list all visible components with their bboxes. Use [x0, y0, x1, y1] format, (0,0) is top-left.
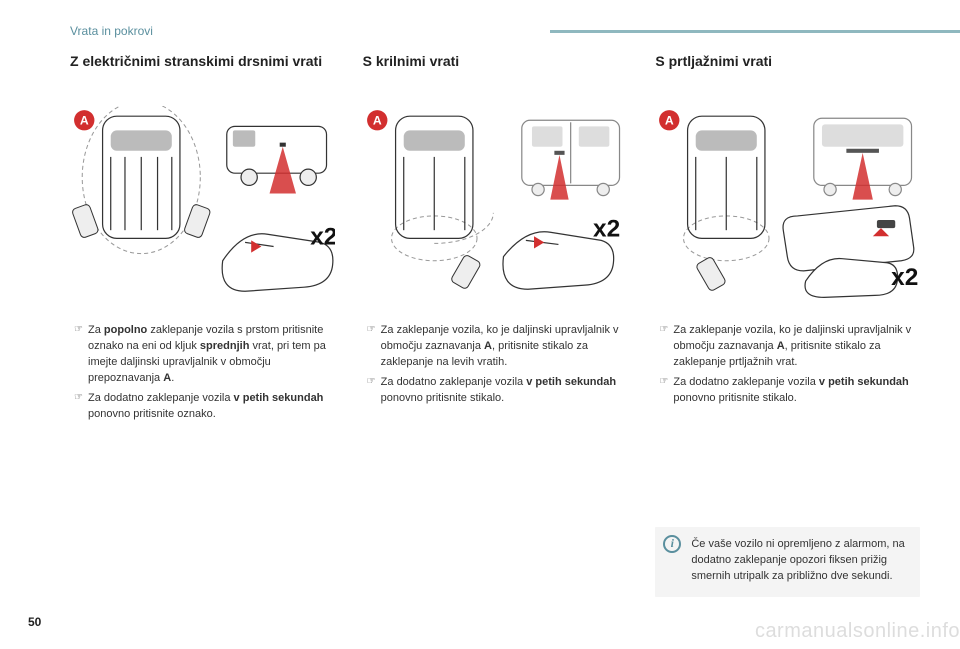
col-electric-sliding: Z električnimi stranskimi drsnimi vrati …	[70, 52, 335, 597]
bullet: Za zaklepanje vozila, ko je daljinski up…	[659, 323, 920, 371]
info-box: i Če vaše vozilo ni opremljeno z alarmom…	[655, 527, 920, 597]
col-title: S krilnimi vrati	[363, 52, 628, 90]
bullets: Za zaklepanje vozila, ko je daljinski up…	[659, 323, 920, 407]
col-tailgate: S prtljažnimi vrati A	[655, 52, 920, 597]
bullet: Za dodatno zaklepanje vozila v petih sek…	[74, 391, 335, 423]
manual-page: Vrata in pokrovi Z električnimi stranski…	[0, 0, 960, 649]
bullet: Za dodatno zaklepanje vozila v petih sek…	[659, 375, 920, 407]
svg-text:A: A	[373, 113, 382, 127]
page-number: 50	[28, 615, 41, 629]
bullet: Za dodatno zaklepanje vozila v petih sek…	[367, 375, 628, 407]
svg-text:x2: x2	[593, 215, 620, 242]
figure-hinged: A	[363, 106, 628, 299]
x2-label: x2	[310, 223, 334, 250]
col-hinged-doors: S krilnimi vrati A	[363, 52, 628, 597]
watermark: carmanualsonline.info	[755, 620, 960, 643]
svg-text:x2: x2	[892, 264, 919, 291]
accent-bar	[550, 30, 960, 33]
bullets: Za popolno zaklepanje vozila s prstom pr…	[74, 323, 335, 423]
svg-text:A: A	[80, 113, 89, 127]
columns: Z električnimi stranskimi drsnimi vrati …	[70, 52, 920, 597]
figure-electric-sliding: A	[70, 106, 335, 299]
bullets: Za zaklepanje vozila, ko je daljinski up…	[367, 323, 628, 407]
info-text: Če vaše vozilo ni opremljeno z alarmom, …	[691, 538, 904, 582]
svg-text:A: A	[665, 113, 674, 127]
info-icon: i	[663, 535, 681, 553]
col-title: S prtljažnimi vrati	[655, 52, 920, 90]
bullet: Za popolno zaklepanje vozila s prstom pr…	[74, 323, 335, 387]
figure-tailgate: A	[655, 106, 920, 299]
col-title: Z električnimi stranskimi drsnimi vrati	[70, 52, 335, 90]
bullet: Za zaklepanje vozila, ko je daljinski up…	[367, 323, 628, 371]
